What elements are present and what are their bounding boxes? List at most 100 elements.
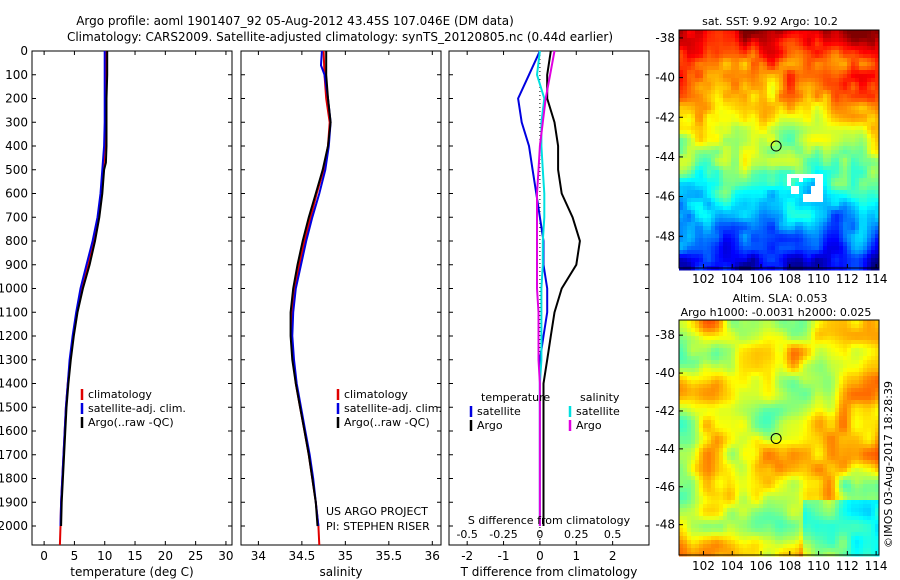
map-cell [687,150,692,155]
map-cell [695,118,700,123]
map-cell [815,202,820,207]
map-cell [835,396,840,401]
map-cell [855,348,860,353]
map-cell [687,86,692,91]
map-cell [723,50,728,55]
map-cell [787,146,792,151]
map-cell [795,66,800,71]
map-cell [747,214,752,219]
map-cell [811,82,816,87]
map-cell [783,344,788,349]
map-cell [731,420,736,425]
map-cell [807,90,812,95]
map-cell [695,86,700,91]
map-cell [731,392,736,397]
map-cell [867,452,872,457]
map-cell [743,250,748,255]
map-cell [807,332,812,337]
map-cell [715,194,720,199]
map-cell [803,408,808,413]
map-cell [795,372,800,377]
map-cell [723,210,728,215]
map-cell [723,226,728,231]
map-cell [847,58,852,63]
map-cell [731,146,736,151]
map-cell [835,122,840,127]
map-cell [711,360,716,365]
map-cell [751,388,756,393]
map-cell [763,440,768,445]
map-cell [843,150,848,155]
map-cell [875,130,880,135]
map-cell [715,456,720,461]
map-cell [867,138,872,143]
map-cell [835,420,840,425]
map-cell [755,66,760,71]
map-cell [735,98,740,103]
map-cell [687,186,692,191]
map-cell [695,62,700,67]
map-cell [819,178,824,183]
map-cell [751,206,756,211]
map-cell [719,210,724,215]
map-cell [771,158,776,163]
map-cell [735,336,740,341]
map-cell [863,254,868,259]
map-cell [855,154,860,159]
map-cell [827,190,832,195]
map-cell [859,106,864,111]
map-cell [811,58,816,63]
map-cell [695,436,700,441]
map-cell [767,340,772,345]
map-cell [855,262,860,267]
map-cell [787,360,792,365]
map-cell [783,134,788,139]
map-cell [767,170,772,175]
map-cell [719,328,724,333]
map-cell [875,206,880,211]
map-cell [859,436,864,441]
map-cell [747,340,752,345]
map-cell [759,348,764,353]
map-cell [711,388,716,393]
map-cell [863,242,868,247]
map-cell [707,30,712,35]
map-cell [771,348,776,353]
map-cell [795,250,800,255]
map-cell [835,106,840,111]
map-cell [775,328,780,333]
map-cell [683,46,688,51]
map-cell [683,158,688,163]
map-cell [863,344,868,349]
map-cell [739,194,744,199]
map-cell [691,404,696,409]
map-cell [823,404,828,409]
map-cell [803,58,808,63]
x-tick-label: 34.5 [289,549,316,563]
map-cell [831,360,836,365]
map-cell [755,198,760,203]
map-cell [783,436,788,441]
map-cell [799,344,804,349]
map-cell [867,186,872,191]
map-cell [791,348,796,353]
map-cell [759,126,764,131]
map-cell [787,376,792,381]
map-cell [847,166,852,171]
map-cell [747,258,752,263]
map-cell [683,150,688,155]
map-cell [795,230,800,235]
map-cell [715,190,720,195]
map-cell [707,254,712,259]
map-cell [707,344,712,349]
map-cell [839,424,844,429]
series-line [542,50,581,526]
map-cell [815,348,820,353]
map-cell [827,424,832,429]
map-cell [763,340,768,345]
map-cell [679,106,684,111]
map-cell [703,368,708,373]
map-cell [751,380,756,385]
map-cell [783,258,788,263]
map-cell [851,238,856,243]
